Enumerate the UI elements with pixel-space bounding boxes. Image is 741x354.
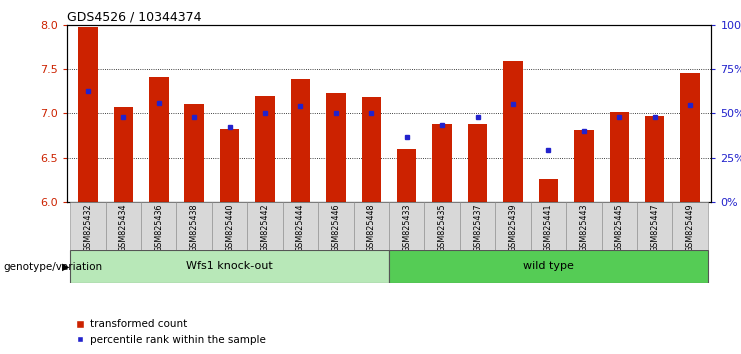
- FancyBboxPatch shape: [176, 202, 212, 250]
- Text: GSM825435: GSM825435: [438, 203, 447, 252]
- Text: GSM825443: GSM825443: [579, 203, 588, 252]
- Bar: [70, 250, 389, 283]
- FancyBboxPatch shape: [389, 202, 425, 250]
- Bar: [539, 179, 558, 202]
- FancyBboxPatch shape: [106, 202, 141, 250]
- Bar: [680, 73, 700, 202]
- Bar: [433, 124, 452, 202]
- Bar: [220, 129, 239, 202]
- FancyBboxPatch shape: [212, 202, 247, 250]
- Bar: [256, 96, 275, 202]
- Bar: [185, 104, 204, 202]
- Bar: [574, 130, 594, 202]
- Text: GSM825440: GSM825440: [225, 203, 234, 252]
- Bar: [79, 28, 98, 202]
- FancyBboxPatch shape: [70, 202, 106, 250]
- Text: GSM825442: GSM825442: [261, 203, 270, 252]
- FancyBboxPatch shape: [531, 202, 566, 250]
- Text: GSM825449: GSM825449: [685, 203, 694, 252]
- Text: wild type: wild type: [523, 261, 574, 272]
- Bar: [149, 77, 168, 202]
- Text: GSM825439: GSM825439: [508, 203, 517, 252]
- FancyBboxPatch shape: [247, 202, 283, 250]
- FancyBboxPatch shape: [141, 202, 176, 250]
- Text: GSM825434: GSM825434: [119, 203, 128, 252]
- Bar: [397, 149, 416, 202]
- Text: Wfs1 knock-out: Wfs1 knock-out: [186, 261, 273, 272]
- Bar: [389, 250, 708, 283]
- Text: GSM825446: GSM825446: [331, 203, 340, 252]
- FancyBboxPatch shape: [353, 202, 389, 250]
- Text: ▶: ▶: [62, 262, 69, 272]
- Text: GSM825445: GSM825445: [615, 203, 624, 252]
- Bar: [645, 116, 665, 202]
- FancyBboxPatch shape: [460, 202, 495, 250]
- Bar: [113, 107, 133, 202]
- Bar: [326, 93, 345, 202]
- Text: GSM825437: GSM825437: [473, 203, 482, 252]
- FancyBboxPatch shape: [602, 202, 637, 250]
- Bar: [362, 97, 381, 202]
- Text: GSM825436: GSM825436: [154, 203, 163, 252]
- FancyBboxPatch shape: [283, 202, 318, 250]
- FancyBboxPatch shape: [672, 202, 708, 250]
- Text: genotype/variation: genotype/variation: [4, 262, 103, 272]
- Bar: [290, 79, 310, 202]
- Bar: [503, 61, 522, 202]
- FancyBboxPatch shape: [318, 202, 353, 250]
- Text: GSM825438: GSM825438: [190, 203, 199, 252]
- Text: GDS4526 / 10344374: GDS4526 / 10344374: [67, 11, 202, 24]
- Bar: [468, 124, 488, 202]
- Legend: transformed count, percentile rank within the sample: transformed count, percentile rank withi…: [72, 315, 270, 349]
- FancyBboxPatch shape: [425, 202, 460, 250]
- Text: GSM825433: GSM825433: [402, 203, 411, 252]
- Text: GSM825447: GSM825447: [650, 203, 659, 252]
- Text: GSM825432: GSM825432: [84, 203, 93, 252]
- FancyBboxPatch shape: [637, 202, 672, 250]
- Text: GSM825444: GSM825444: [296, 203, 305, 252]
- FancyBboxPatch shape: [495, 202, 531, 250]
- Bar: [610, 112, 629, 202]
- Text: GSM825441: GSM825441: [544, 203, 553, 252]
- Text: GSM825448: GSM825448: [367, 203, 376, 252]
- FancyBboxPatch shape: [566, 202, 602, 250]
